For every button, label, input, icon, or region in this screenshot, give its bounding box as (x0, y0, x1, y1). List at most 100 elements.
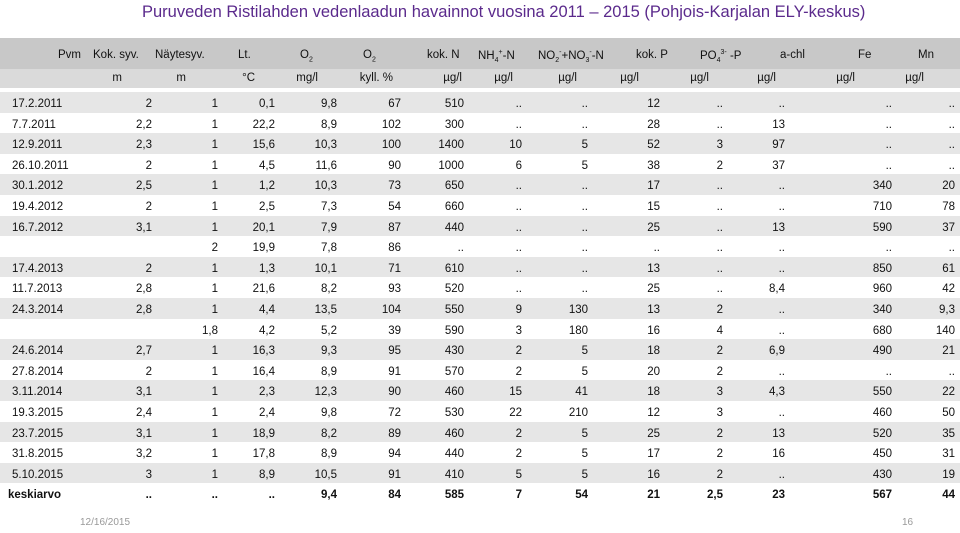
table-cell: .. (885, 365, 892, 378)
table-cell: 490 (872, 345, 892, 358)
table-cell: 7,3 (321, 201, 337, 213)
table-cell: .. (653, 242, 660, 255)
table-cell: 450 (872, 448, 892, 461)
row-stripe (0, 421, 960, 443)
summary-label: keskiarvo (8, 489, 62, 502)
table-cell: 18 (647, 345, 660, 358)
table-cell: 2,3 (136, 139, 152, 152)
table-cell: 10 (509, 139, 522, 152)
table-cell: 960 (872, 283, 892, 296)
table-cell-date: 31.8.2015 (12, 448, 64, 461)
unit-band (0, 69, 960, 88)
table-cell: 660 (444, 201, 464, 213)
table-cell-date: 30.1.2012 (12, 180, 64, 193)
table-cell: 1 (211, 159, 218, 172)
table-cell: 3,1 (136, 386, 152, 399)
table-cell: 54 (388, 201, 401, 213)
table-cell: 100 (381, 139, 401, 152)
table-cell: 5,2 (321, 324, 337, 337)
unit-label: mg/l (296, 72, 318, 84)
table-cell: 12,3 (314, 386, 337, 399)
table-cell: 440 (444, 448, 464, 461)
table-cell: 1 (211, 139, 218, 152)
header-kok-syv: Kok. syv. (93, 49, 139, 61)
table-cell: .. (716, 98, 723, 110)
table-cell: 430 (872, 468, 892, 481)
table-cell: 9,3 (939, 304, 955, 316)
table-cell: .. (716, 242, 723, 255)
footer-date: 12/16/2015 (80, 517, 131, 528)
table-cell: 91 (388, 365, 401, 378)
table-cell: 2,4 (136, 407, 152, 419)
table-cell: 2,7 (136, 345, 152, 358)
table-cell: .. (885, 159, 892, 172)
table-cell: 140 (935, 324, 955, 337)
table-cell: 8,4 (769, 283, 785, 296)
table-cell: 86 (388, 242, 401, 255)
table-cell: 340 (872, 304, 892, 316)
table-cell: 16,4 (252, 365, 275, 378)
summary-cell: .. (268, 489, 275, 502)
table-cell: 1 (211, 98, 218, 110)
unit-label: °C (242, 72, 255, 84)
table-cell-date: 5.10.2015 (12, 468, 64, 481)
table-cell: 91 (388, 468, 401, 481)
unit-label: µg/l (494, 72, 513, 84)
table-cell: 21 (942, 345, 955, 358)
table-cell: 72 (388, 407, 401, 419)
table-cell: 7,8 (321, 242, 337, 255)
table-cell: 590 (444, 324, 464, 337)
table-cell: 530 (444, 407, 464, 419)
table-cell: 3 (515, 324, 522, 337)
table-cell: 9,8 (321, 407, 337, 419)
table-cell: 39 (388, 324, 401, 337)
table-cell: 2 (145, 201, 152, 213)
table-cell: 1 (211, 221, 218, 234)
summary-cell: 23 (772, 489, 785, 502)
table-cell-date: 19.4.2012 (12, 201, 64, 213)
table-cell: 520 (444, 283, 464, 296)
table-cell: 210 (568, 407, 588, 419)
table-cell: 12 (647, 407, 660, 419)
table-cell: 2 (716, 427, 723, 440)
table-cell: 8,2 (321, 283, 337, 296)
summary-cell: 54 (575, 489, 588, 502)
table-cell: 1,2 (259, 180, 275, 193)
table-cell: 4 (716, 324, 723, 337)
table-cell: 5 (581, 427, 588, 440)
table-cell: 97 (772, 139, 785, 152)
table-cell: 590 (872, 221, 892, 234)
table-cell: 510 (444, 98, 464, 110)
table-cell: 850 (872, 262, 892, 275)
table-cell: 550 (872, 386, 892, 399)
table-cell: .. (778, 365, 785, 378)
table-cell: 5 (581, 345, 588, 358)
row-stripe (0, 133, 960, 154)
table-cell: .. (885, 139, 892, 152)
footer-page-number: 16 (902, 517, 914, 528)
row-stripe (0, 339, 960, 360)
table-cell: 78 (942, 201, 955, 213)
table-cell: 18 (647, 386, 660, 399)
table-cell: 13 (772, 427, 785, 440)
table-cell: 680 (872, 324, 892, 337)
table-cell: 19,9 (252, 242, 275, 255)
summary-cell: 21 (647, 489, 660, 502)
table-cell: 2 (716, 159, 723, 172)
table-cell: 5 (581, 365, 588, 378)
table-cell: 3 (716, 407, 723, 419)
table-cell: 130 (568, 304, 588, 316)
table-cell: 180 (568, 324, 588, 337)
header-mn: Mn (918, 49, 934, 61)
table-cell: .. (716, 180, 723, 193)
table-cell: 710 (872, 201, 892, 213)
table-cell: .. (778, 242, 785, 255)
table-cell: 2 (716, 304, 723, 316)
table-cell: 3,2 (136, 448, 152, 461)
table-cell: 3,1 (136, 427, 152, 440)
row-stripe (0, 298, 960, 319)
table-cell: 15 (509, 386, 522, 399)
table-cell: 2,4 (259, 407, 275, 419)
table-cell: 37 (772, 159, 785, 172)
header-pvm: Pvm (58, 49, 81, 61)
